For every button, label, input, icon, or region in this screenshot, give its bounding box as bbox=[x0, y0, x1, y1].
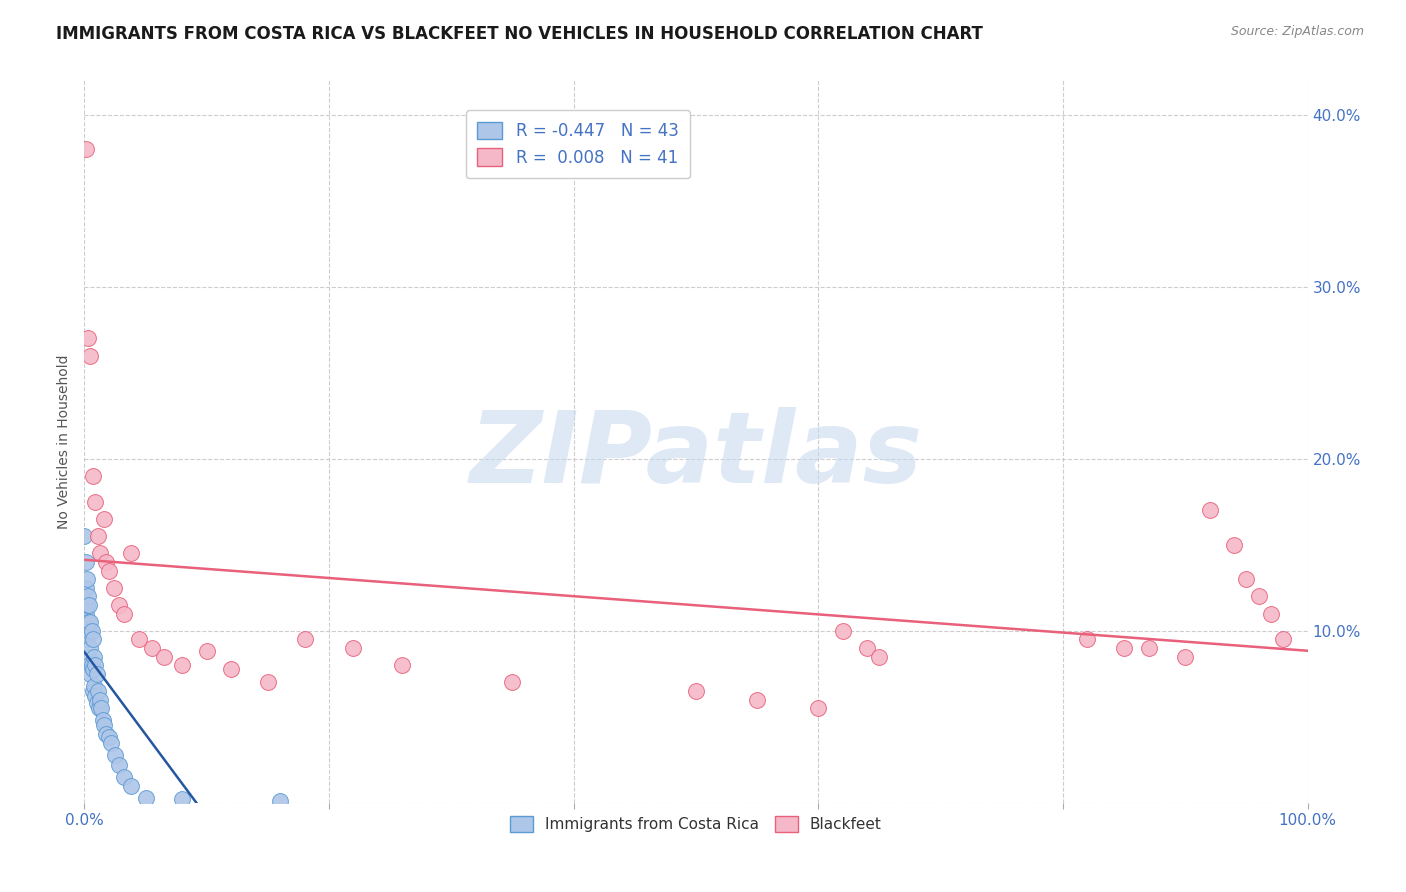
Y-axis label: No Vehicles in Household: No Vehicles in Household bbox=[58, 354, 72, 529]
Point bbox=[84, 658, 107, 673]
Point bbox=[73, 529, 96, 543]
Text: Source: ZipAtlas.com: Source: ZipAtlas.com bbox=[1230, 25, 1364, 38]
Legend: Immigrants from Costa Rica, Blackfeet: Immigrants from Costa Rica, Blackfeet bbox=[505, 810, 887, 838]
Text: ZIPatlas: ZIPatlas bbox=[470, 408, 922, 505]
Point bbox=[76, 632, 98, 647]
Point bbox=[82, 632, 104, 647]
Point bbox=[128, 632, 150, 647]
Point bbox=[100, 735, 122, 749]
Point bbox=[91, 713, 114, 727]
Point bbox=[96, 727, 118, 741]
Point bbox=[869, 649, 891, 664]
Point bbox=[269, 794, 291, 808]
Point bbox=[87, 701, 110, 715]
Point bbox=[807, 701, 830, 715]
Point bbox=[219, 662, 242, 676]
Point bbox=[1247, 590, 1270, 604]
Point bbox=[120, 546, 142, 560]
Point bbox=[82, 662, 104, 676]
Point bbox=[391, 658, 413, 673]
Point bbox=[79, 349, 101, 363]
Point bbox=[172, 658, 194, 673]
Point bbox=[77, 649, 100, 664]
Point bbox=[107, 598, 129, 612]
Point bbox=[87, 684, 110, 698]
Point bbox=[112, 607, 135, 621]
Point bbox=[75, 555, 97, 569]
Point bbox=[87, 529, 110, 543]
Point bbox=[107, 758, 129, 772]
Point bbox=[76, 572, 98, 586]
Text: IMMIGRANTS FROM COSTA RICA VS BLACKFEET NO VEHICLES IN HOUSEHOLD CORRELATION CHA: IMMIGRANTS FROM COSTA RICA VS BLACKFEET … bbox=[56, 25, 983, 43]
Point bbox=[685, 684, 707, 698]
Point bbox=[1137, 640, 1160, 655]
Point bbox=[79, 666, 101, 681]
Point bbox=[257, 675, 280, 690]
Point bbox=[75, 581, 97, 595]
Point bbox=[77, 658, 100, 673]
Point bbox=[1076, 632, 1098, 647]
Point bbox=[747, 692, 769, 706]
Point bbox=[141, 640, 163, 655]
Point bbox=[75, 607, 97, 621]
Point bbox=[856, 640, 879, 655]
Point bbox=[342, 640, 364, 655]
Point bbox=[77, 615, 100, 630]
Point bbox=[77, 624, 100, 638]
Point bbox=[86, 696, 108, 710]
Point bbox=[153, 649, 176, 664]
Point bbox=[82, 469, 104, 483]
Point bbox=[294, 632, 316, 647]
Point bbox=[120, 779, 142, 793]
Point bbox=[97, 564, 120, 578]
Point bbox=[77, 590, 100, 604]
Point bbox=[79, 640, 101, 655]
Point bbox=[77, 331, 100, 345]
Point bbox=[103, 581, 125, 595]
Point bbox=[96, 555, 118, 569]
Point bbox=[172, 792, 194, 806]
Point bbox=[77, 598, 100, 612]
Point bbox=[831, 624, 853, 638]
Point bbox=[80, 624, 103, 638]
Point bbox=[1236, 572, 1258, 586]
Point bbox=[112, 770, 135, 784]
Point bbox=[76, 598, 98, 612]
Point bbox=[84, 494, 107, 508]
Point bbox=[89, 546, 111, 560]
Point bbox=[89, 692, 111, 706]
Point bbox=[82, 684, 104, 698]
Point bbox=[1174, 649, 1197, 664]
Point bbox=[79, 615, 101, 630]
Point bbox=[97, 731, 120, 745]
Point bbox=[90, 701, 112, 715]
Point bbox=[86, 666, 108, 681]
Point bbox=[1223, 538, 1246, 552]
Point bbox=[135, 790, 157, 805]
Point bbox=[502, 675, 524, 690]
Point bbox=[104, 747, 127, 762]
Point bbox=[84, 689, 107, 703]
Point bbox=[1114, 640, 1136, 655]
Point bbox=[1260, 607, 1282, 621]
Point bbox=[195, 644, 218, 658]
Point bbox=[93, 512, 115, 526]
Point bbox=[80, 658, 103, 673]
Point bbox=[1198, 503, 1220, 517]
Point bbox=[83, 679, 105, 693]
Point bbox=[93, 718, 115, 732]
Point bbox=[1272, 632, 1295, 647]
Point bbox=[75, 142, 97, 156]
Point bbox=[83, 649, 105, 664]
